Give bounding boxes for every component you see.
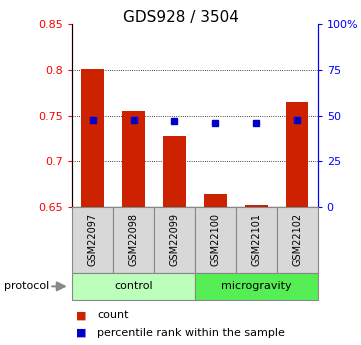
Text: GSM22097: GSM22097 <box>88 213 98 266</box>
Text: GDS928 / 3504: GDS928 / 3504 <box>123 10 238 25</box>
Text: percentile rank within the sample: percentile rank within the sample <box>97 328 285 338</box>
Bar <box>277 207 318 273</box>
Text: GSM22102: GSM22102 <box>292 213 302 266</box>
Text: control: control <box>114 282 153 291</box>
Bar <box>204 194 227 207</box>
Bar <box>245 205 268 207</box>
Bar <box>163 136 186 207</box>
Bar <box>236 207 277 273</box>
Bar <box>195 207 236 273</box>
Bar <box>286 102 308 207</box>
Bar <box>122 111 145 207</box>
Bar <box>154 207 195 273</box>
Bar <box>195 273 318 300</box>
Text: GSM22098: GSM22098 <box>129 213 139 266</box>
Text: count: count <box>97 310 129 321</box>
Bar <box>72 273 195 300</box>
Text: GSM22099: GSM22099 <box>169 213 179 266</box>
Text: microgravity: microgravity <box>221 282 292 291</box>
Bar <box>82 69 104 207</box>
Bar <box>113 207 154 273</box>
Text: GSM22101: GSM22101 <box>251 213 261 266</box>
Bar <box>72 207 113 273</box>
Text: GSM22100: GSM22100 <box>210 213 221 266</box>
Text: protocol: protocol <box>4 282 49 291</box>
Text: ■: ■ <box>76 328 86 338</box>
Text: ■: ■ <box>76 310 86 321</box>
